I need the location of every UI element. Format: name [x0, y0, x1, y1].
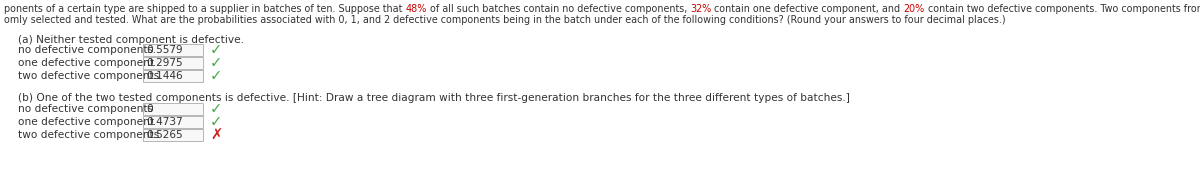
FancyBboxPatch shape [143, 44, 203, 56]
Text: two defective components: two defective components [18, 71, 160, 81]
FancyBboxPatch shape [143, 116, 203, 128]
Text: 0.5579: 0.5579 [146, 45, 182, 55]
Text: no defective components: no defective components [18, 45, 154, 55]
Text: ✓: ✓ [210, 114, 222, 130]
Text: ✓: ✓ [210, 56, 222, 70]
Text: two defective components: two defective components [18, 130, 160, 140]
FancyBboxPatch shape [143, 103, 203, 115]
Text: 48%: 48% [406, 4, 427, 14]
Text: 0.5265: 0.5265 [146, 130, 182, 140]
Text: contain two defective components. Two components from a batch are: contain two defective components. Two co… [925, 4, 1200, 14]
Text: 32%: 32% [690, 4, 712, 14]
Text: (b) One of the two tested components is defective. [Hint: Draw a tree diagram wi: (b) One of the two tested components is … [18, 93, 850, 103]
Text: 20%: 20% [904, 4, 925, 14]
Text: one defective component: one defective component [18, 58, 154, 68]
Text: ✓: ✓ [210, 69, 222, 83]
Text: of all such batches contain no defective components,: of all such batches contain no defective… [427, 4, 690, 14]
Text: ✓: ✓ [210, 101, 222, 116]
Text: contain one defective component, and: contain one defective component, and [712, 4, 904, 14]
Text: no defective components: no defective components [18, 104, 154, 114]
Text: 0.1446: 0.1446 [146, 71, 182, 81]
Text: 0.4737: 0.4737 [146, 117, 182, 127]
Text: 0.2975: 0.2975 [146, 58, 182, 68]
FancyBboxPatch shape [143, 57, 203, 69]
Text: ✓: ✓ [210, 43, 222, 57]
Text: 0: 0 [146, 104, 152, 114]
Text: one defective component: one defective component [18, 117, 154, 127]
FancyBboxPatch shape [143, 70, 203, 82]
Text: (a) Neither tested component is defective.: (a) Neither tested component is defectiv… [18, 35, 244, 45]
Text: ponents of a certain type are shipped to a supplier in batches of ten. Suppose t: ponents of a certain type are shipped to… [4, 4, 406, 14]
FancyBboxPatch shape [143, 129, 203, 141]
Text: omly selected and tested. What are the probabilities associated with 0, 1, and 2: omly selected and tested. What are the p… [4, 15, 1006, 25]
Text: ✗: ✗ [210, 127, 222, 143]
